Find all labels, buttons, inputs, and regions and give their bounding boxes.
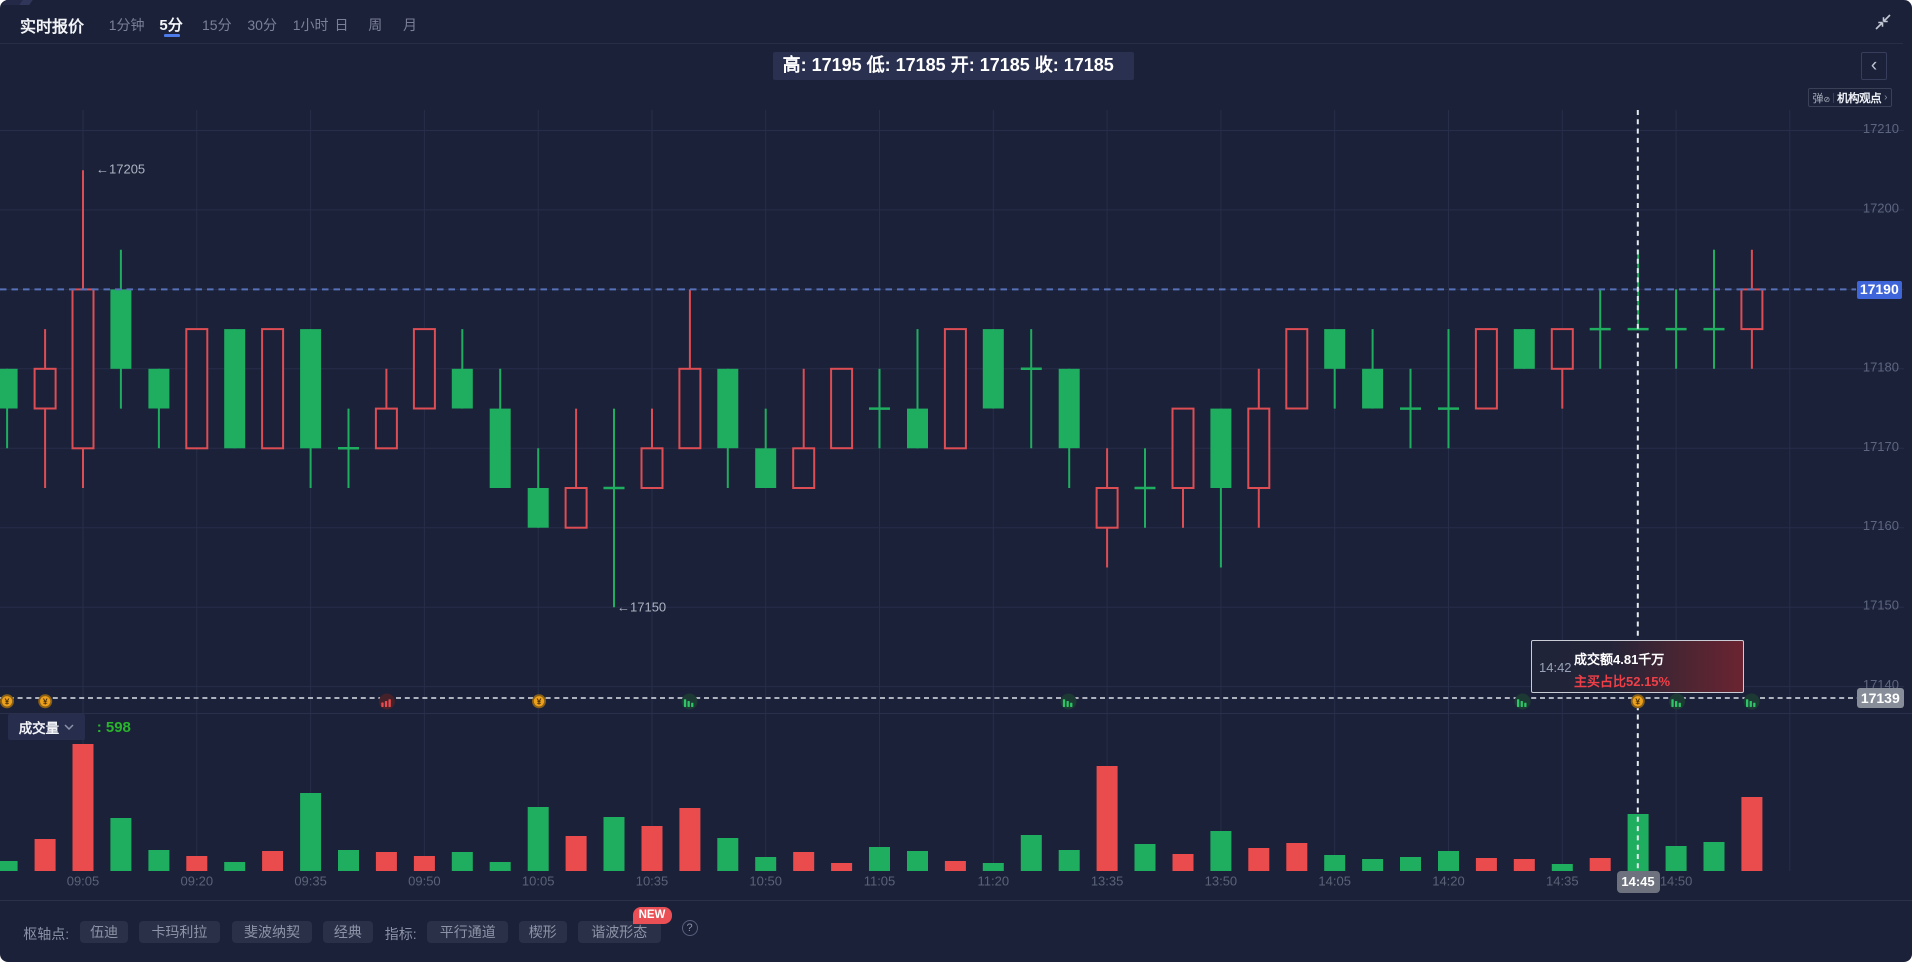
svg-text:17210: 17210 <box>1863 121 1899 136</box>
svg-text:13:35: 13:35 <box>1091 874 1124 889</box>
svg-text:13:50: 13:50 <box>1205 874 1238 889</box>
svg-text:17200: 17200 <box>1863 200 1899 215</box>
svg-text:09:35: 09:35 <box>294 874 327 889</box>
svg-text:17160: 17160 <box>1863 518 1899 533</box>
svg-text:¥: ¥ <box>1635 697 1640 707</box>
svg-text:14:05: 14:05 <box>1318 874 1351 889</box>
svg-text:10:05: 10:05 <box>522 874 555 889</box>
svg-text:¥: ¥ <box>5 697 10 707</box>
svg-text:11:20: 11:20 <box>978 874 1010 889</box>
svg-text:11:05: 11:05 <box>864 874 896 889</box>
svg-text:09:50: 09:50 <box>408 874 441 889</box>
svg-text:←17150: ←17150 <box>617 600 666 615</box>
svg-text:14:50: 14:50 <box>1660 874 1693 889</box>
svg-text:17150: 17150 <box>1863 598 1899 613</box>
svg-text:09:05: 09:05 <box>67 874 100 889</box>
svg-text:10:35: 10:35 <box>636 874 669 889</box>
svg-text:17170: 17170 <box>1863 439 1899 454</box>
svg-text:¥: ¥ <box>43 697 48 707</box>
svg-text:10:50: 10:50 <box>749 874 782 889</box>
svg-text:←17205: ←17205 <box>96 162 145 177</box>
svg-text:14:20: 14:20 <box>1432 874 1465 889</box>
svg-text:09:20: 09:20 <box>181 874 214 889</box>
svg-text:¥: ¥ <box>537 697 542 707</box>
svg-text:17180: 17180 <box>1863 359 1899 374</box>
svg-text:14:35: 14:35 <box>1546 874 1579 889</box>
